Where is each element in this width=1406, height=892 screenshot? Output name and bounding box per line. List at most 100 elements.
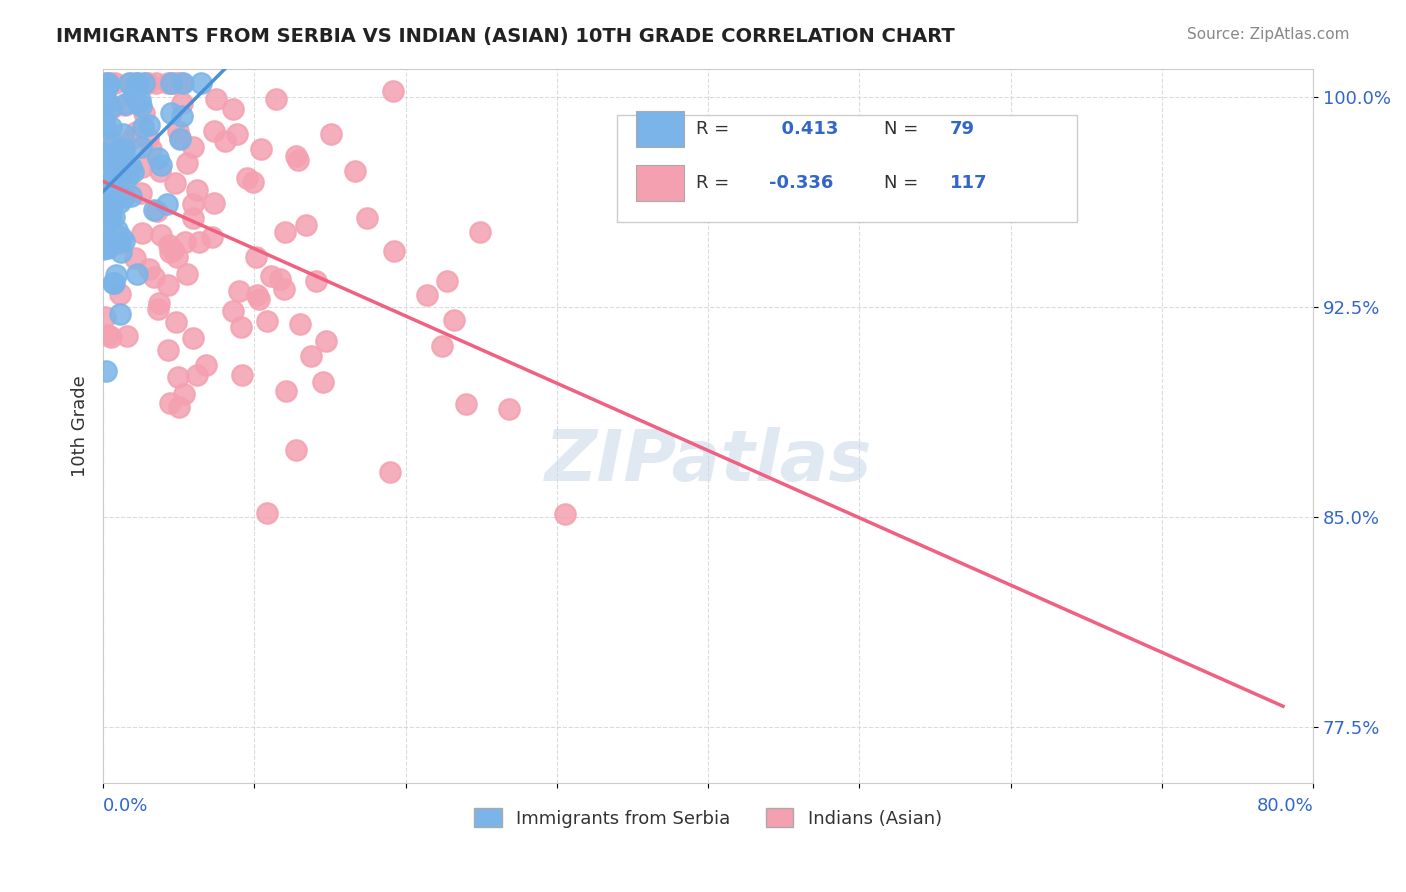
- Point: [167, 123, 190, 137]
- Point: [156, 197, 179, 211]
- Point: [169, 132, 191, 146]
- Point: [131, 227, 153, 241]
- Point: [166, 250, 188, 264]
- Point: [100, 191, 122, 205]
- Point: [148, 295, 170, 310]
- Point: [93, 146, 115, 161]
- Point: [181, 211, 204, 226]
- Point: [378, 466, 401, 480]
- Point: [125, 76, 148, 90]
- Point: [229, 319, 252, 334]
- Point: [114, 98, 136, 112]
- Point: [98, 213, 121, 227]
- Point: [120, 76, 142, 90]
- Point: [114, 97, 136, 112]
- Point: [176, 155, 198, 169]
- Point: [121, 131, 143, 145]
- Point: [181, 197, 204, 211]
- Point: [436, 274, 458, 288]
- Point: [222, 102, 245, 116]
- Point: [288, 318, 311, 332]
- Point: [156, 76, 179, 90]
- Point: [301, 349, 323, 363]
- Point: [94, 204, 117, 219]
- Point: [93, 207, 115, 221]
- Point: [96, 231, 118, 245]
- Point: [356, 211, 378, 225]
- Point: [108, 236, 131, 251]
- Point: [159, 76, 181, 90]
- Point: [236, 170, 259, 185]
- Point: [100, 211, 122, 225]
- FancyBboxPatch shape: [636, 165, 683, 201]
- Point: [93, 120, 115, 135]
- Point: [305, 274, 328, 288]
- Point: [169, 400, 191, 414]
- Point: [120, 160, 142, 174]
- Point: [295, 218, 318, 232]
- Point: [101, 197, 124, 211]
- Point: [94, 235, 117, 249]
- Point: [156, 278, 179, 293]
- Point: [321, 127, 343, 141]
- Point: [93, 310, 115, 324]
- Point: [101, 190, 124, 204]
- Point: [108, 169, 131, 184]
- Point: [103, 277, 125, 291]
- Point: [498, 401, 520, 416]
- Text: 0.0%: 0.0%: [103, 797, 149, 815]
- Point: [159, 395, 181, 409]
- Point: [159, 244, 181, 259]
- Point: [115, 329, 138, 343]
- Point: [273, 282, 295, 296]
- Point: [112, 154, 135, 169]
- Point: [93, 83, 115, 97]
- Point: [112, 143, 135, 157]
- Text: R =: R =: [696, 120, 735, 138]
- Point: [110, 230, 132, 244]
- Point: [287, 153, 309, 168]
- Point: [98, 76, 121, 90]
- Point: [165, 76, 187, 90]
- Point: [107, 142, 129, 156]
- Point: [131, 160, 153, 174]
- Point: [186, 183, 208, 197]
- Point: [416, 287, 439, 301]
- Point: [276, 384, 298, 398]
- Point: [284, 149, 307, 163]
- Point: [100, 120, 122, 134]
- Point: [97, 328, 120, 343]
- Point: [173, 235, 195, 249]
- Point: [104, 76, 127, 90]
- Point: [231, 368, 253, 383]
- Point: [93, 76, 115, 90]
- Point: [247, 292, 270, 306]
- Point: [167, 369, 190, 384]
- Text: N =: N =: [884, 120, 924, 138]
- Text: N =: N =: [884, 174, 924, 192]
- Point: [101, 100, 124, 114]
- Point: [443, 312, 465, 326]
- Point: [131, 140, 153, 154]
- Point: [97, 241, 120, 255]
- Point: [159, 106, 181, 120]
- Point: [111, 172, 134, 186]
- Point: [260, 269, 283, 284]
- Point: [214, 134, 236, 148]
- Point: [201, 230, 224, 244]
- Text: Source: ZipAtlas.com: Source: ZipAtlas.com: [1187, 27, 1350, 42]
- Point: [110, 244, 132, 259]
- Point: [129, 99, 152, 113]
- Point: [242, 175, 264, 189]
- Point: [148, 301, 170, 316]
- Y-axis label: 10th Grade: 10th Grade: [72, 375, 89, 476]
- Point: [160, 76, 183, 90]
- Point: [112, 127, 135, 141]
- Point: [118, 76, 141, 90]
- Point: [97, 78, 120, 92]
- Point: [129, 93, 152, 107]
- Point: [98, 143, 121, 157]
- Point: [112, 190, 135, 204]
- Point: [97, 191, 120, 205]
- Point: [97, 76, 120, 90]
